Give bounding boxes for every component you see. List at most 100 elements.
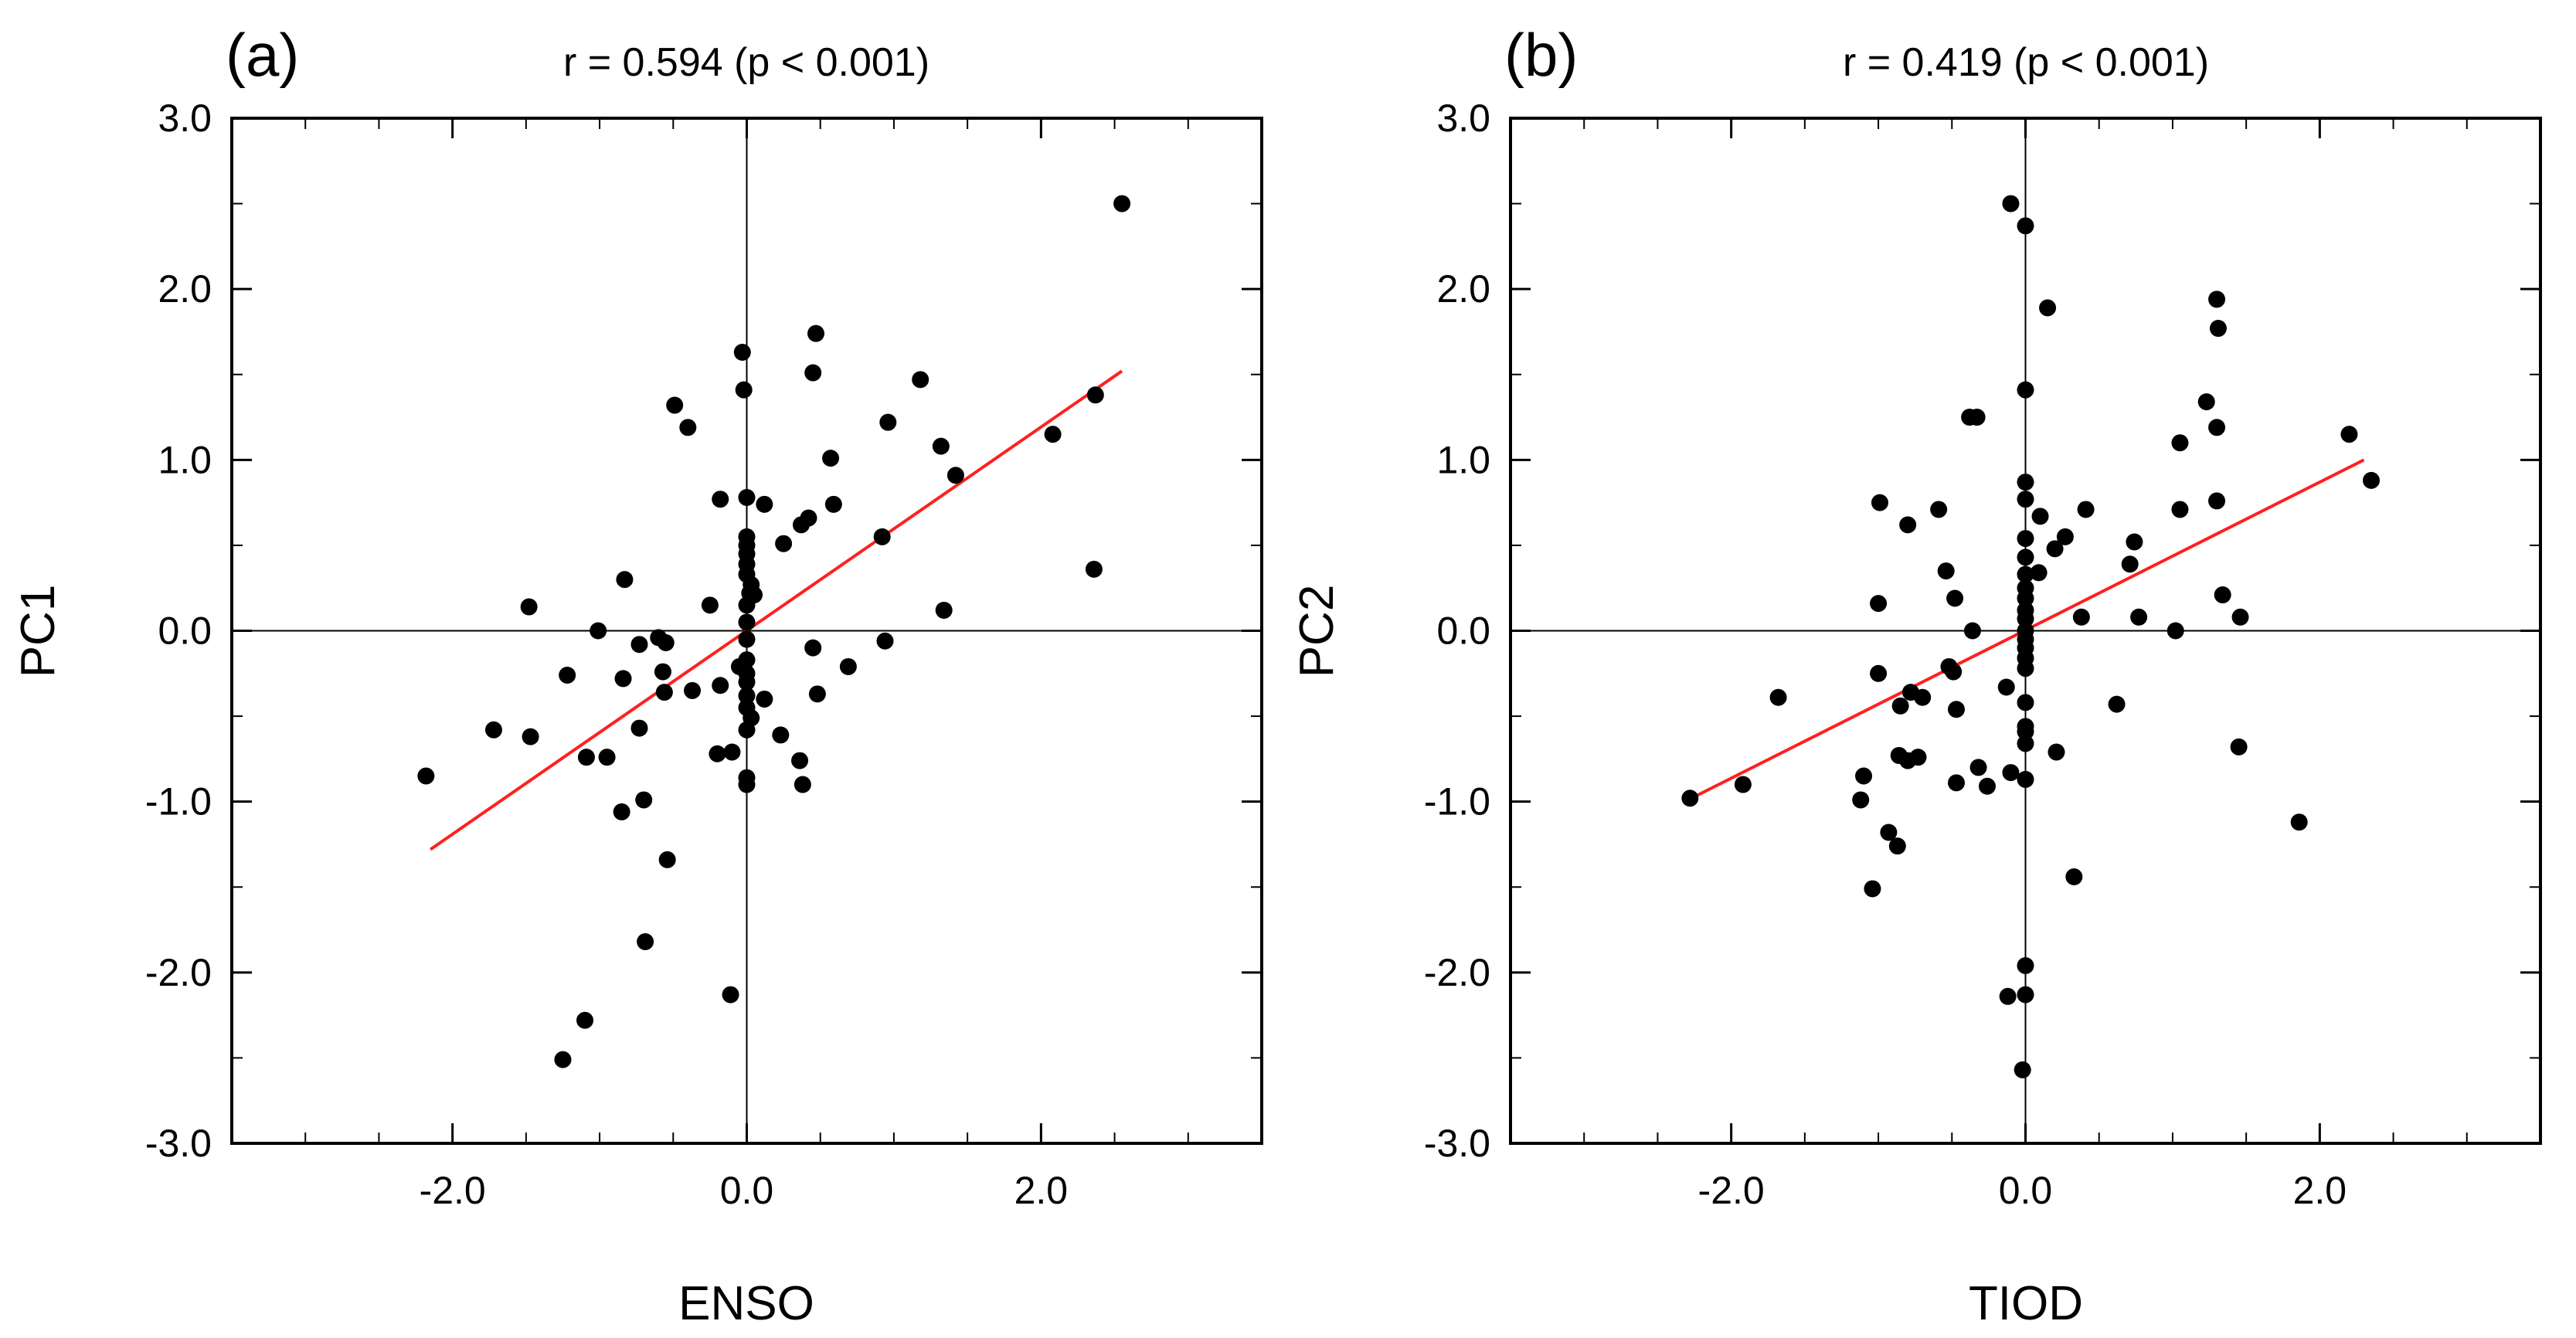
data-point [1997, 678, 2015, 696]
y-tick-label: 1.0 [158, 438, 212, 481]
y-tick-label: 2.0 [158, 267, 212, 311]
data-point [756, 690, 773, 708]
data-point [559, 667, 576, 684]
y-tick-label: -2.0 [1424, 951, 1490, 994]
data-point [679, 419, 697, 436]
data-point [2014, 1061, 2031, 1078]
data-point [794, 776, 811, 793]
panel-label: (a) [226, 21, 299, 89]
data-point [1888, 837, 1906, 855]
data-point [2230, 738, 2248, 756]
x-tick-label: 2.0 [1014, 1169, 1069, 1212]
data-point [1978, 777, 1996, 795]
data-point [2121, 555, 2139, 573]
data-point [614, 670, 632, 688]
data-point [873, 528, 891, 545]
data-point [1681, 790, 1699, 807]
data-point [2231, 608, 2249, 626]
data-point [2171, 434, 2189, 452]
data-point [417, 767, 435, 785]
data-point [520, 598, 538, 616]
data-point [2072, 608, 2090, 626]
data-point [1945, 663, 1963, 681]
data-point [2031, 508, 2049, 525]
data-point [738, 630, 756, 648]
data-point [2065, 868, 2083, 885]
data-point [1969, 759, 1987, 776]
data-point [723, 743, 741, 761]
data-point [2214, 586, 2231, 604]
data-point [2130, 608, 2148, 626]
data-point [2166, 622, 2184, 640]
data-point [712, 677, 729, 694]
data-point [756, 495, 773, 513]
data-point [657, 633, 675, 651]
data-point [2002, 195, 2020, 212]
data-point [554, 1051, 572, 1068]
data-point [1734, 776, 1752, 793]
y-tick-label: 2.0 [1436, 267, 1490, 311]
data-point [666, 396, 684, 414]
data-point [722, 986, 739, 1004]
y-tick-label: -3.0 [145, 1122, 212, 1165]
data-point [2017, 660, 2034, 677]
data-point [2208, 492, 2226, 510]
data-point [879, 413, 897, 431]
data-point [637, 933, 654, 951]
data-point [2048, 743, 2065, 761]
data-point [684, 681, 702, 699]
data-point [2017, 491, 2034, 508]
x-axis-title: ENSO [678, 1277, 814, 1330]
panel-a: (a) r = 0.594 (p < 0.001) ENSO PC1 -2.0 0… [12, 21, 1263, 1330]
y-tick-label: 3.0 [158, 97, 212, 140]
data-point [1891, 697, 1909, 715]
data-point [630, 719, 648, 737]
data-point [792, 516, 810, 534]
data-point [804, 639, 822, 657]
data-point [1870, 595, 1888, 613]
panel-label: (b) [1504, 21, 1578, 89]
data-point [932, 437, 950, 455]
data-point [598, 749, 616, 766]
data-point [1947, 701, 1965, 718]
y-tick-label: 0.0 [158, 610, 212, 653]
data-point [2171, 501, 2189, 518]
data-point [2017, 474, 2034, 491]
data-point [791, 752, 809, 769]
data-point [2108, 695, 2126, 713]
correlation-label: r = 0.419 (p < 0.001) [1843, 40, 2209, 85]
data-point [577, 749, 595, 766]
data-point [1930, 501, 1948, 518]
data-point [1085, 560, 1103, 578]
data-point [738, 596, 756, 614]
data-point [1870, 664, 1888, 682]
correlation-label: r = 0.594 (p < 0.001) [563, 40, 929, 85]
data-point [912, 371, 929, 389]
data-point [701, 596, 719, 614]
data-point [2208, 290, 2226, 308]
data-point [1968, 409, 1986, 426]
data-point [822, 450, 840, 467]
y-tick-label: 0.0 [1436, 610, 1490, 653]
data-point [1899, 752, 1917, 769]
y-axis-title: PC2 [1290, 585, 1344, 678]
data-point [658, 851, 676, 868]
data-point [804, 364, 822, 382]
data-point [1769, 688, 1787, 706]
data-point [2017, 770, 2034, 788]
x-tick-label: -2.0 [420, 1169, 486, 1212]
y-tick-label: -3.0 [1424, 1122, 1490, 1165]
data-point [522, 728, 539, 745]
data-point [655, 684, 673, 701]
data-point [1871, 494, 1888, 511]
data-point [2017, 610, 2034, 628]
plot-frame [1509, 117, 2542, 1145]
data-point [839, 657, 857, 675]
data-point [2077, 501, 2095, 518]
data-point [2030, 564, 2048, 582]
data-point [2017, 381, 2034, 399]
data-point [738, 776, 756, 793]
data-point [1937, 562, 1955, 580]
data-point [2197, 393, 2215, 411]
data-point [738, 687, 756, 705]
